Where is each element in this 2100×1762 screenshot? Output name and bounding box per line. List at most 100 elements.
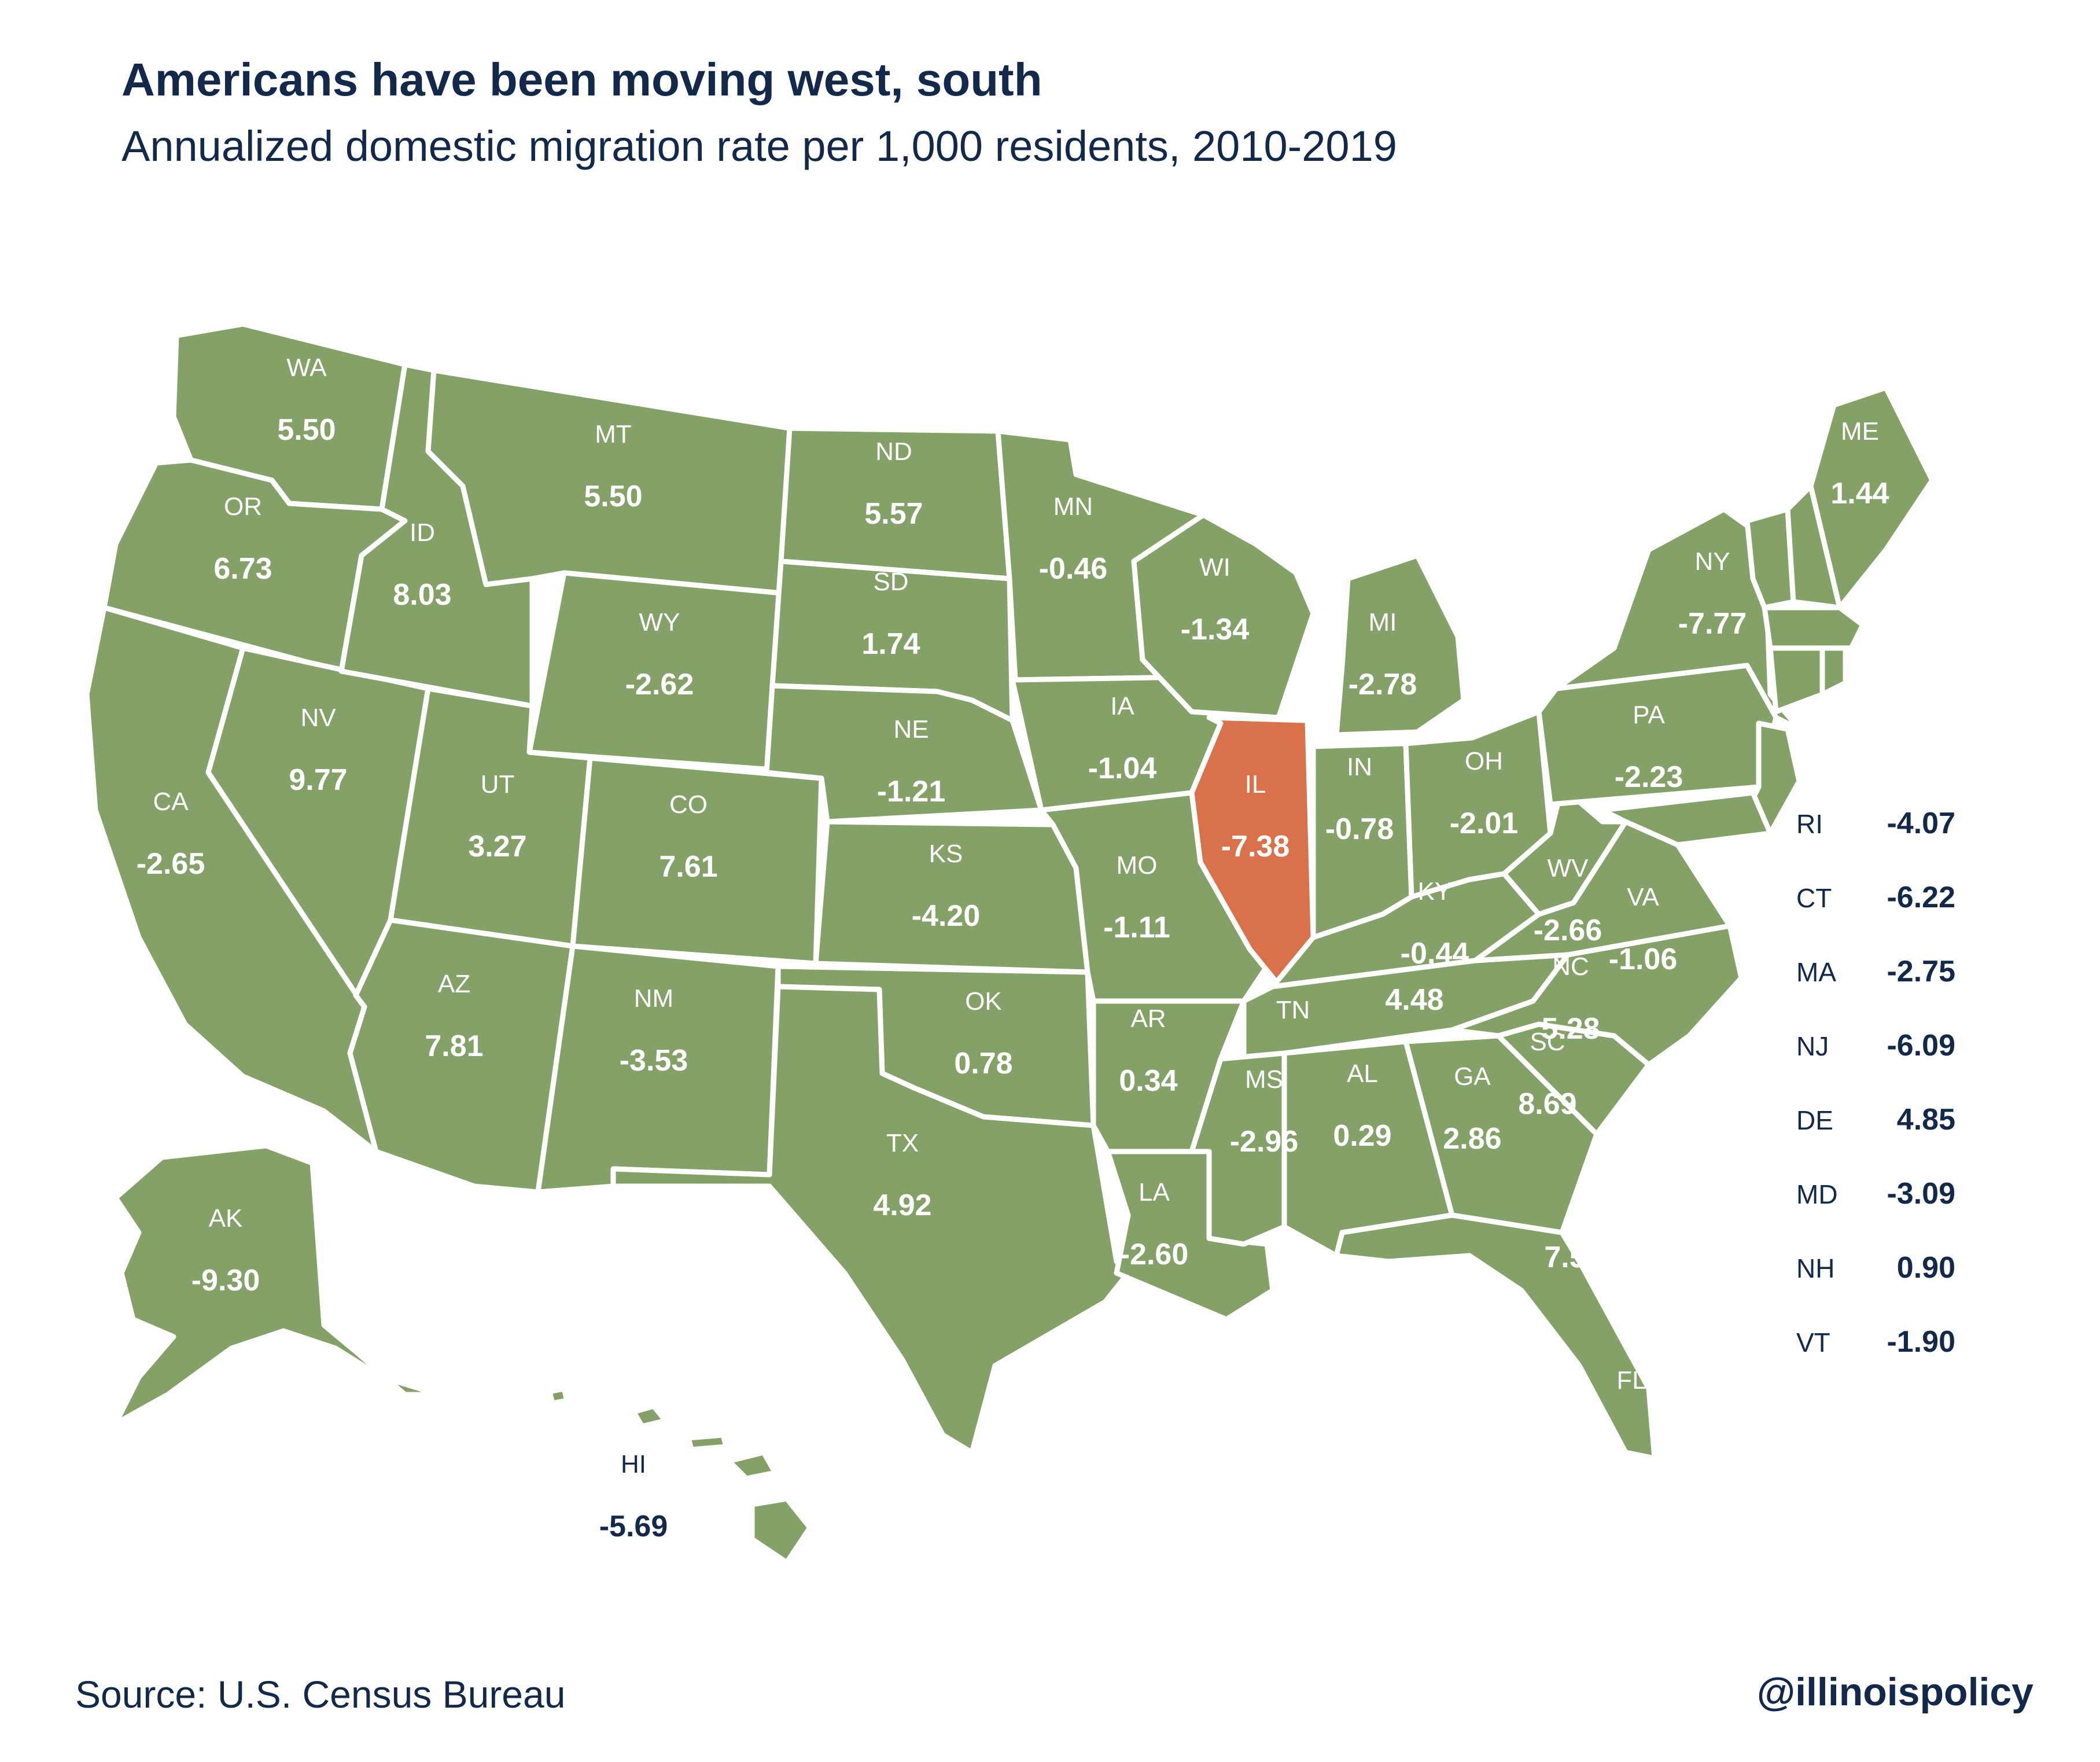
state-shape-mi bbox=[1333, 553, 1467, 738]
state-abbr-in: IN bbox=[1347, 753, 1372, 781]
state-value-mo: -1.11 bbox=[1103, 911, 1170, 944]
state-abbr-me: ME bbox=[1841, 417, 1879, 446]
state-value-az: 7.81 bbox=[425, 1029, 483, 1063]
state-value-ga: 2.86 bbox=[1443, 1122, 1501, 1156]
state-abbr-ca: CA bbox=[153, 788, 189, 816]
state-abbr-wi: WI bbox=[1199, 553, 1230, 582]
state-abbr-ak: AK bbox=[209, 1204, 243, 1233]
state-value-co: 7.61 bbox=[659, 850, 717, 884]
brand-handle: @illinoispolicy bbox=[1756, 1670, 2033, 1714]
state-abbr-wa: WA bbox=[286, 354, 327, 382]
state-shape-hi-4 bbox=[726, 1450, 778, 1481]
side-value-nj: -6.09 bbox=[1887, 1029, 1955, 1062]
state-shape-hi-3 bbox=[686, 1432, 729, 1452]
small-states-list: RI -4.07 CT -6.22 MA -2.75 NJ -6.09 DE 4.85 MD -3.0… bbox=[1796, 807, 1955, 1359]
side-value-nh: 0.90 bbox=[1897, 1251, 1955, 1285]
state-abbr-ut: UT bbox=[481, 770, 515, 799]
side-value-ct: -6.22 bbox=[1887, 881, 1955, 914]
state-abbr-wv: WV bbox=[1548, 854, 1589, 882]
side-abbr-ma: MA bbox=[1796, 957, 1836, 987]
state-abbr-mn: MN bbox=[1053, 492, 1093, 521]
state-abbr-ia: IA bbox=[1110, 692, 1134, 720]
state-value-mi: -2.78 bbox=[1349, 668, 1417, 701]
state-value-ar: 0.34 bbox=[1119, 1064, 1177, 1098]
state-value-la: -2.60 bbox=[1120, 1238, 1189, 1271]
state-abbr-oh: OH bbox=[1465, 747, 1503, 775]
state-abbr-wy: WY bbox=[639, 608, 680, 637]
state-abbr-id: ID bbox=[410, 518, 435, 547]
state-abbr-va: VA bbox=[1627, 883, 1659, 911]
state-abbr-az: AZ bbox=[438, 970, 470, 998]
state-value-ny: -7.77 bbox=[1678, 607, 1747, 641]
state-shape-ga bbox=[1403, 1033, 1600, 1235]
state-value-fl: 7.54 bbox=[1544, 1241, 1602, 1274]
state-value-ky: -0.44 bbox=[1401, 937, 1469, 970]
state-shape-tx bbox=[610, 984, 1131, 1455]
state-abbr-la: LA bbox=[1139, 1178, 1170, 1206]
state-abbr-sc: SC bbox=[1530, 1028, 1565, 1056]
state-shape-ak bbox=[113, 1143, 443, 1426]
state-value-ms: -2.96 bbox=[1230, 1125, 1299, 1158]
state-abbr-co: CO bbox=[669, 790, 708, 819]
side-abbr-ct: CT bbox=[1796, 883, 1832, 913]
state-value-ok: 0.78 bbox=[954, 1047, 1012, 1080]
state-value-sc: 8.69 bbox=[1518, 1087, 1576, 1121]
state-abbr-tx: TX bbox=[886, 1129, 919, 1157]
side-value-de: 4.85 bbox=[1897, 1103, 1955, 1136]
state-value-ks: -4.20 bbox=[912, 899, 981, 933]
state-value-nc: 5.28 bbox=[1541, 1012, 1600, 1046]
state-abbr-ny: NY bbox=[1694, 547, 1730, 576]
state-value-nm: -3.53 bbox=[620, 1044, 688, 1077]
side-abbr-de: DE bbox=[1796, 1105, 1833, 1135]
state-value-ak: -9.30 bbox=[191, 1264, 260, 1297]
state-abbr-sd: SD bbox=[873, 568, 908, 596]
side-abbr-vt: VT bbox=[1796, 1327, 1830, 1358]
state-value-ut: 3.27 bbox=[468, 830, 526, 863]
state-abbr-hi: HI bbox=[621, 1450, 646, 1478]
state-shape-wv bbox=[1501, 784, 1629, 917]
state-abbr-ne: NE bbox=[893, 715, 929, 744]
state-shape-ct bbox=[1767, 645, 1825, 715]
state-shape-hi-1 bbox=[547, 1386, 570, 1406]
state-shape-ri bbox=[1819, 645, 1848, 697]
state-value-tn: 4.48 bbox=[1385, 983, 1443, 1017]
state-value-hi: -5.69 bbox=[599, 1510, 668, 1543]
state-abbr-nc: NC bbox=[1552, 952, 1589, 981]
state-value-ca: -2.65 bbox=[137, 847, 205, 881]
state-abbr-mi: MI bbox=[1369, 608, 1397, 637]
state-shape-nc bbox=[1449, 923, 1744, 1068]
side-abbr-nh: NH bbox=[1796, 1253, 1834, 1283]
state-value-nv: 9.77 bbox=[289, 763, 347, 797]
side-value-md: -3.09 bbox=[1887, 1177, 1955, 1211]
state-abbr-mo: MO bbox=[1117, 851, 1158, 880]
side-abbr-ri: RI bbox=[1796, 809, 1823, 839]
state-value-in: -0.78 bbox=[1325, 812, 1394, 846]
side-value-ri: -4.07 bbox=[1887, 807, 1955, 840]
state-abbr-ks: KS bbox=[929, 840, 963, 868]
state-value-pa: -2.23 bbox=[1615, 760, 1683, 794]
state-abbr-ms: MS bbox=[1245, 1065, 1283, 1094]
state-value-me: 1.44 bbox=[1830, 477, 1889, 510]
chart-title: Americans have been moving west, south bbox=[121, 54, 1042, 105]
state-abbr-al: AL bbox=[1347, 1060, 1378, 1088]
source-note: Source: U.S. Census Bureau bbox=[75, 1673, 566, 1716]
side-abbr-nj: NJ bbox=[1796, 1031, 1829, 1061]
side-abbr-md: MD bbox=[1796, 1179, 1838, 1209]
state-value-ne: -1.21 bbox=[877, 775, 946, 808]
state-value-il: -7.38 bbox=[1221, 830, 1290, 863]
state-value-nd: 5.57 bbox=[864, 497, 923, 531]
state-abbr-nv: NV bbox=[300, 704, 336, 732]
state-shape-vt bbox=[1744, 506, 1796, 610]
state-abbr-tn: TN bbox=[1276, 996, 1310, 1024]
state-abbr-or: OR bbox=[224, 492, 262, 521]
side-value-ma: -2.75 bbox=[1887, 955, 1955, 988]
side-value-vt: -1.90 bbox=[1887, 1325, 1955, 1359]
state-shape-il bbox=[1189, 715, 1316, 998]
state-abbr-nm: NM bbox=[634, 984, 673, 1013]
state-shape-ma bbox=[1762, 605, 1866, 651]
state-value-oh: -2.01 bbox=[1450, 807, 1519, 840]
state-value-mn: -0.46 bbox=[1039, 552, 1108, 586]
state-shape-fl bbox=[1333, 1212, 1657, 1461]
state-abbr-mt: MT bbox=[595, 420, 632, 448]
